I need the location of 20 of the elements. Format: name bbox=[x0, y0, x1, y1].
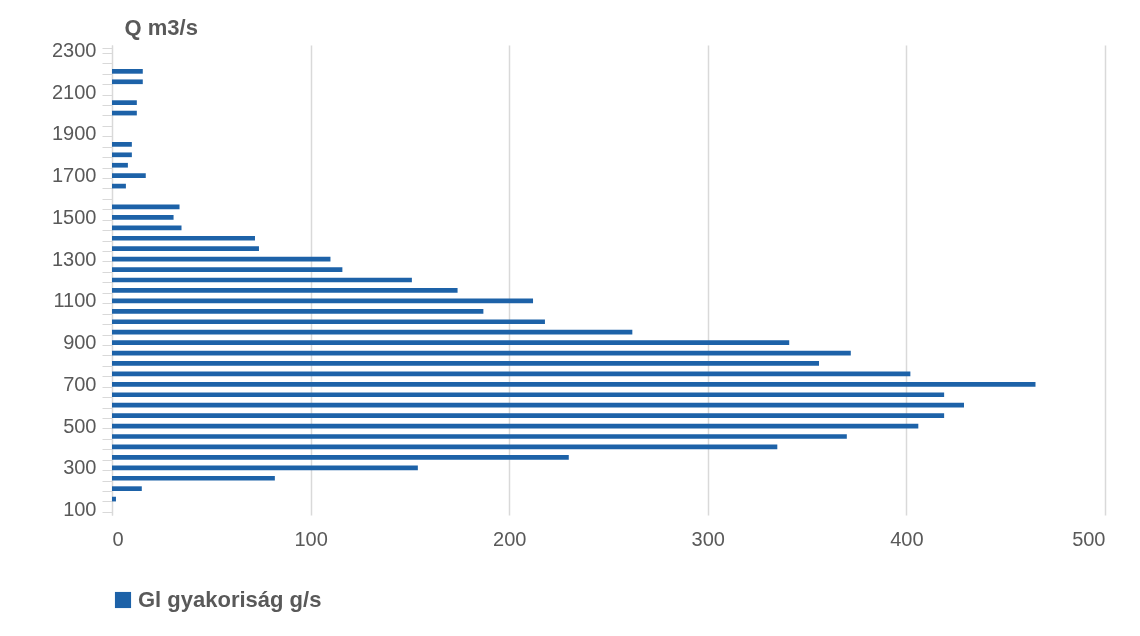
y-tick-label: 1700 bbox=[52, 164, 97, 187]
x-tick-label: 400 bbox=[890, 527, 924, 550]
y-tick-label: 100 bbox=[63, 498, 97, 521]
x-tick-label: 500 bbox=[1072, 527, 1106, 550]
y-tick-label: 700 bbox=[63, 372, 97, 395]
y-tick-label: 1100 bbox=[53, 289, 97, 312]
y-tick-label: 500 bbox=[63, 414, 97, 437]
y-tick-label: 1500 bbox=[52, 205, 97, 228]
x-tick-label: 100 bbox=[294, 527, 328, 550]
y-tick-label: 2300 bbox=[52, 38, 97, 61]
y-tick-label: 300 bbox=[63, 456, 97, 479]
y-tick-label: 1900 bbox=[52, 122, 97, 145]
x-tick-label: 200 bbox=[493, 527, 527, 550]
y-axis-title: Q m3/s bbox=[124, 14, 198, 40]
y-tick-label: 900 bbox=[63, 331, 97, 354]
x-tick-label: 0 bbox=[112, 527, 124, 550]
x-tick-label: 300 bbox=[691, 527, 725, 550]
y-tick-label: 2100 bbox=[52, 80, 97, 103]
y-tick-label: 1300 bbox=[52, 247, 97, 270]
legend-label: Gl gyakoriság g/s bbox=[138, 587, 322, 612]
